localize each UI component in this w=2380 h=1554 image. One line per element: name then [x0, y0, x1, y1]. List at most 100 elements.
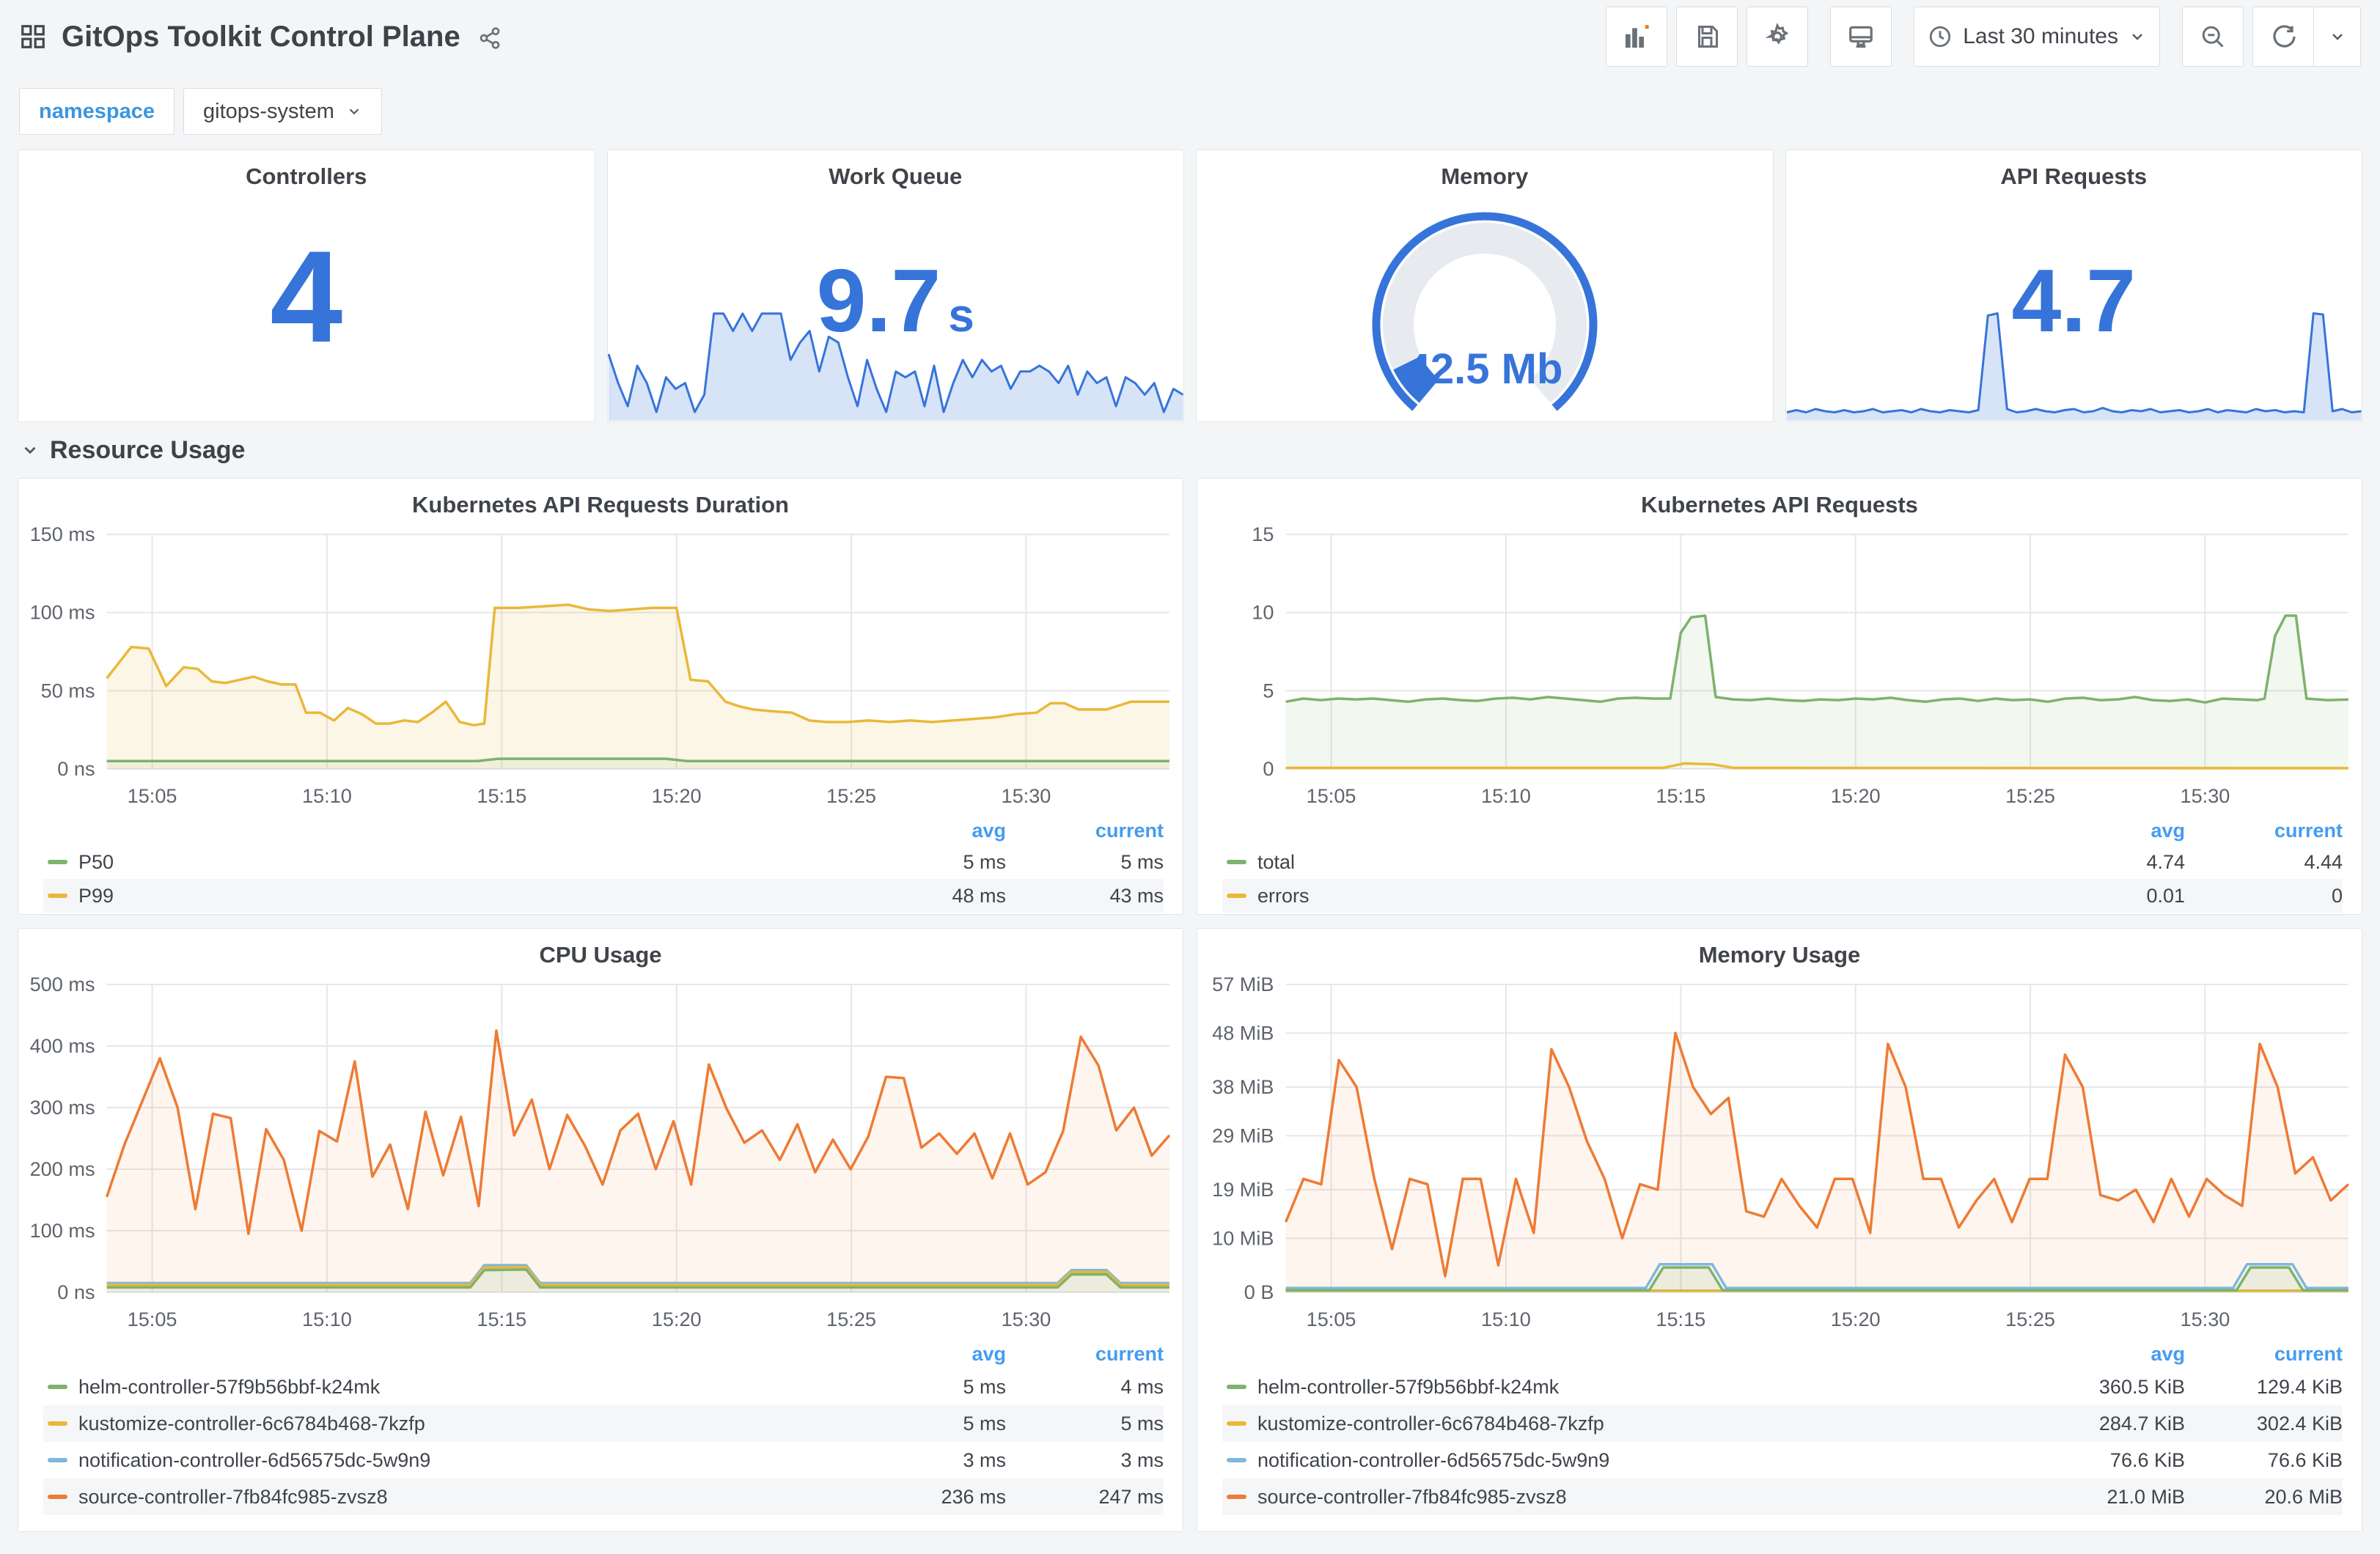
- legend-avg-value: 76.6 KiB: [2109, 1448, 2185, 1471]
- svg-text:42.5 Mb: 42.5 Mb: [1406, 345, 1562, 393]
- series-name[interactable]: P99: [43, 885, 859, 907]
- legend-current-header[interactable]: current: [1095, 1342, 1164, 1365]
- series-name[interactable]: helm-controller-57f9b56bbf-k24mk: [43, 1376, 859, 1399]
- time-series-plot[interactable]: 15:05 15:10 15:15 15:20 15:25 15:30 0 B 10 MiB 1…: [1197, 973, 2362, 1336]
- series-color-dash: [1227, 1421, 1246, 1426]
- panel-title[interactable]: Memory: [1441, 163, 1529, 189]
- series-name[interactable]: source-controller-7fb84fc985-zvsz8: [43, 1486, 859, 1509]
- settings-button[interactable]: [1747, 7, 1809, 67]
- page-title[interactable]: GitOps Toolkit Control Plane: [62, 20, 460, 53]
- svg-text:15:05: 15:05: [128, 785, 177, 807]
- chevron-down-icon: [21, 441, 40, 460]
- svg-text:15:10: 15:10: [302, 1308, 352, 1330]
- legend-current-header[interactable]: current: [1095, 819, 1164, 842]
- controllers-value: 4: [270, 224, 343, 369]
- legend-avg-header[interactable]: avg: [2151, 819, 2185, 842]
- legend-avg-header[interactable]: avg: [972, 819, 1006, 842]
- section-title: Resource Usage: [50, 435, 246, 464]
- series-color-dash: [48, 1458, 67, 1462]
- legend-avg-value: 0.01: [2146, 884, 2185, 907]
- svg-text:19 MiB: 19 MiB: [1212, 1179, 1274, 1201]
- share-icon[interactable]: [478, 26, 502, 50]
- series-name[interactable]: errors: [1222, 885, 2038, 907]
- series-name[interactable]: helm-controller-57f9b56bbf-k24mk: [1222, 1376, 2038, 1399]
- svg-text:0 ns: 0 ns: [57, 1281, 95, 1303]
- time-series-plot[interactable]: 15:05 15:10 15:15 15:20 15:25 15:30 0 ns 100 ms…: [18, 973, 1183, 1336]
- legend-avg-value: 21.0 MiB: [2107, 1485, 2185, 1508]
- time-series-plot[interactable]: 15:05 15:10 15:15 15:20 15:25 15:30 0 ns 50 ms 1…: [18, 523, 1183, 813]
- series-name[interactable]: P50: [43, 851, 859, 874]
- series-color-dash: [48, 1421, 67, 1426]
- series-name[interactable]: notification-controller-6d56575dc-5w9n9: [1222, 1449, 2038, 1472]
- panel-title[interactable]: Kubernetes API Requests: [1641, 492, 1918, 518]
- legend-current-value: 0: [2331, 884, 2343, 907]
- legend: avg current helm-controller-57f9b56bbf-k24…: [18, 1336, 1183, 1522]
- legend-current-header[interactable]: current: [2274, 1342, 2343, 1365]
- legend-avg-value: 4.74: [2146, 850, 2185, 873]
- svg-text:15:05: 15:05: [1307, 785, 1356, 807]
- legend-row: notification-controller-6d56575dc-5w9n9 3…: [43, 1442, 1164, 1478]
- legend-avg-value: 5 ms: [963, 850, 1006, 873]
- series-name[interactable]: source-controller-7fb84fc985-zvsz8: [1222, 1486, 2038, 1509]
- add-panel-button[interactable]: [1606, 7, 1668, 67]
- legend-avg-value: 236 ms: [941, 1485, 1006, 1508]
- panel-api-requests: API Requests 4.7: [1785, 150, 2362, 422]
- svg-text:15:25: 15:25: [826, 1308, 876, 1330]
- refresh-interval-dropdown[interactable]: [2314, 7, 2361, 67]
- legend: avg current P50 5 ms 5 ms P99 48 ms 43 ms: [18, 813, 1183, 914]
- panel-title[interactable]: CPU Usage: [539, 942, 662, 968]
- namespace-dropdown[interactable]: gitops-system: [183, 88, 382, 135]
- time-series-plot[interactable]: 15:05 15:10 15:15 15:20 15:25 15:30 0 5 10 15: [1197, 523, 2362, 813]
- legend-row: helm-controller-57f9b56bbf-k24mk 360.5 Ki…: [1222, 1369, 2343, 1405]
- series-name[interactable]: total: [1222, 851, 2038, 874]
- time-range-picker[interactable]: Last 30 minutes: [1914, 7, 2160, 67]
- series-color-dash: [48, 1385, 67, 1389]
- svg-text:15:10: 15:10: [1481, 1308, 1531, 1330]
- svg-text:10 MiB: 10 MiB: [1212, 1227, 1274, 1249]
- svg-text:400 ms: 400 ms: [30, 1035, 95, 1057]
- svg-text:150 ms: 150 ms: [30, 523, 95, 545]
- panel-title[interactable]: Controllers: [246, 163, 367, 189]
- charts-row-a: Kubernetes API Requests Duration 15:05 15…: [18, 478, 2362, 915]
- legend-row: errors 0.01 0: [1222, 879, 2343, 913]
- legend-current-header[interactable]: current: [2274, 819, 2343, 842]
- panel-title[interactable]: Work Queue: [829, 163, 963, 189]
- svg-text:0: 0: [1263, 758, 1274, 780]
- series-color-dash: [48, 1495, 67, 1499]
- zoom-out-button[interactable]: [2182, 7, 2244, 67]
- time-range-label: Last 30 minutes: [1963, 24, 2118, 48]
- clock-icon: [1928, 24, 1953, 49]
- row-resource-usage[interactable]: Resource Usage: [0, 422, 2380, 478]
- panel-controllers: Controllers 4: [18, 150, 595, 422]
- namespace-value: gitops-system: [203, 99, 334, 123]
- svg-text:48 MiB: 48 MiB: [1212, 1022, 1274, 1044]
- dashboard-grid-icon[interactable]: [19, 23, 47, 51]
- svg-text:15:10: 15:10: [1481, 785, 1531, 807]
- legend-current-value: 20.6 MiB: [2264, 1485, 2343, 1508]
- legend-avg-header[interactable]: avg: [972, 1342, 1006, 1365]
- legend-row: total 4.74 4.44: [1222, 845, 2343, 879]
- series-name[interactable]: kustomize-controller-6c6784b468-7kzfp: [43, 1413, 859, 1435]
- cycle-view-button[interactable]: [1830, 7, 1892, 67]
- legend-avg-value: 48 ms: [952, 884, 1006, 907]
- series-color-dash: [1227, 1385, 1246, 1389]
- series-name[interactable]: notification-controller-6d56575dc-5w9n9: [43, 1449, 859, 1472]
- svg-text:15:25: 15:25: [2005, 785, 2055, 807]
- panel-title[interactable]: Kubernetes API Requests Duration: [412, 492, 789, 518]
- svg-text:29 MiB: 29 MiB: [1212, 1124, 1274, 1146]
- legend-current-value: 5 ms: [1120, 850, 1164, 873]
- api-requests-value: 4.7: [2011, 251, 2137, 350]
- legend-row: kustomize-controller-6c6784b468-7kzfp 5 m…: [43, 1405, 1164, 1442]
- save-dashboard-button[interactable]: [1676, 7, 1738, 67]
- legend-avg-header[interactable]: avg: [2151, 1342, 2185, 1365]
- variable-label: namespace: [19, 88, 175, 135]
- panel-title[interactable]: Memory Usage: [1698, 942, 1861, 968]
- svg-text:15:20: 15:20: [652, 785, 702, 807]
- svg-text:15:20: 15:20: [652, 1308, 702, 1330]
- legend-current-value: 129.4 KiB: [2256, 1375, 2343, 1398]
- work-queue-sparkline: [607, 312, 1183, 421]
- series-name[interactable]: kustomize-controller-6c6784b468-7kzfp: [1222, 1413, 2038, 1435]
- panel-title[interactable]: API Requests: [2000, 163, 2148, 189]
- refresh-button[interactable]: [2252, 7, 2314, 67]
